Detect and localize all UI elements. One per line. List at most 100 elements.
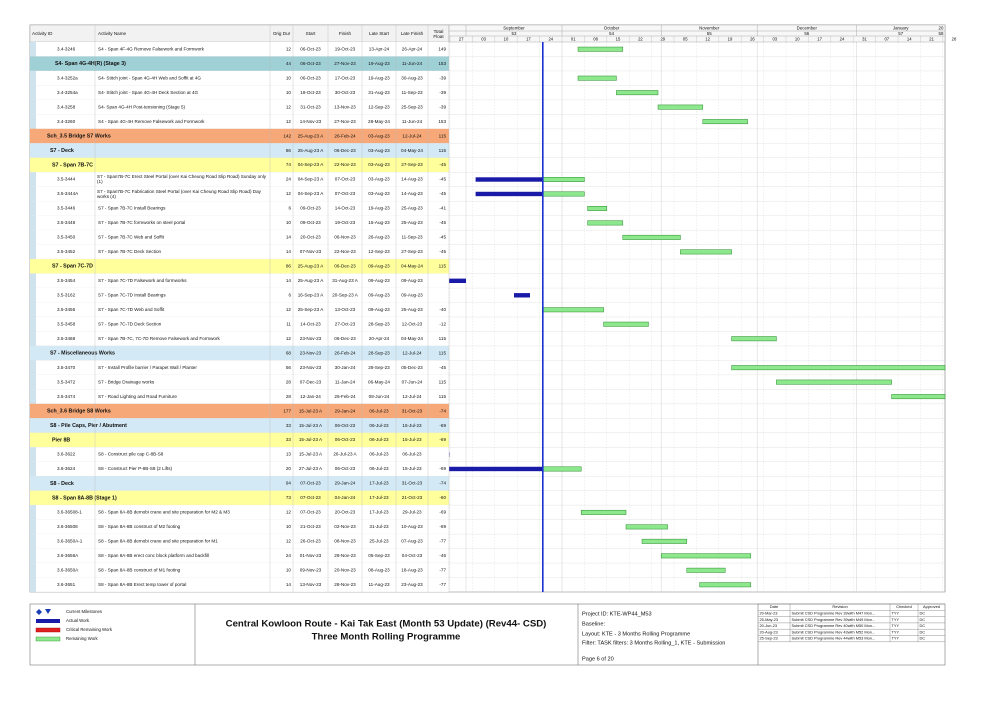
row-bg — [30, 317, 449, 332]
week-label: 07 — [884, 36, 889, 41]
week-label: 15 — [616, 36, 621, 41]
period-label: 56 — [804, 31, 809, 36]
cell-dur: 10 — [286, 524, 292, 529]
cell-start: 25-Aug-23 A — [298, 278, 324, 283]
cell-late-finish: 07-Aug-23 — [401, 539, 423, 544]
row-outline-strip — [30, 42, 36, 57]
row-bg — [30, 244, 449, 260]
activity-name: S7 - Span 7C-7D Web and Soffit — [98, 307, 165, 312]
cell-float: -45 — [439, 235, 446, 240]
column-header: Start — [305, 31, 316, 36]
cell-finish: 06-Dec-23 — [334, 264, 356, 269]
cell-float: 115 — [439, 133, 447, 138]
revision-cell: TYY — [892, 623, 900, 628]
cell-finish: 06-Oct-23 — [335, 466, 356, 471]
row-bg — [30, 577, 449, 592]
cell-start: 25-Sep-23 A — [298, 307, 324, 312]
activity-name: S4 - Span 4G-4H Remove Falsework and For… — [98, 119, 205, 124]
cell-start: 12-Jan-24 — [300, 394, 321, 399]
cell-finish: 06-Oct-23 — [335, 437, 356, 442]
activity-id: 3.5-3458 — [57, 321, 76, 326]
cell-start: 27-Jul-23 A — [299, 466, 323, 471]
row-outline-strip — [30, 244, 36, 260]
wbs-name: S7 - Span 7C-7D — [52, 264, 93, 270]
row-outline-strip — [30, 505, 36, 520]
month-label: September — [503, 25, 525, 30]
cell-start: 25-Aug-23 A — [298, 148, 324, 153]
row-outline-strip — [30, 56, 36, 71]
page-number: Page 6 of 20 — [582, 656, 614, 662]
cell-dur: 24 — [286, 177, 292, 182]
cell-late-start: 08-Jun-24 — [369, 394, 390, 399]
activity-name: S7 - Road Lighting and Road Furniture — [98, 394, 177, 399]
row-bg — [30, 172, 449, 187]
cell-dur: 73 — [286, 495, 292, 500]
row-bg — [30, 56, 449, 71]
cell-late-finish: 04-May-24 — [401, 264, 423, 269]
cell-finish: 20-Nov-23 — [334, 568, 356, 573]
cell-start: 21-Oct-23 — [300, 524, 321, 529]
cell-dur: 10 — [286, 75, 292, 80]
cell-finish: 22-Nov-23 — [334, 162, 356, 167]
activity-name: S4 - Span 4F-4G Remove Falsework and For… — [98, 46, 205, 51]
cell-late-start: 19-Aug-23 — [368, 75, 390, 80]
row-bg — [30, 476, 449, 491]
activity-name: S8 - Construct pile cap C-8B-S8 — [98, 452, 164, 457]
cell-dur: 68 — [286, 350, 292, 355]
cell-float: -69 — [439, 524, 446, 529]
row-bg — [30, 432, 449, 448]
row-outline-strip — [30, 230, 36, 245]
week-label: 31 — [862, 36, 867, 41]
cell-late-finish: 15-Jul-23 — [402, 437, 422, 442]
cell-float: -69 — [439, 510, 446, 515]
cell-late-start: 09-Aug-23 — [368, 278, 390, 283]
week-label: 01 — [571, 36, 576, 41]
remaining-bar — [641, 538, 688, 544]
cell-late-finish: 09-Aug-23 — [401, 293, 423, 298]
cell-dur: 28 — [286, 394, 292, 399]
remaining-bar — [577, 75, 617, 81]
revision-cell: DC — [920, 636, 926, 641]
cell-late-finish: 04-Oct-23 — [402, 553, 423, 558]
activity-name: S7 - Span 7B-7C Deck Section — [98, 249, 162, 254]
cell-dur: 12 — [286, 104, 292, 109]
actual-bar — [449, 466, 543, 472]
remaining-bar — [686, 567, 726, 573]
wbs-name: S8 - Span 8A-8B (Stage 1) — [52, 495, 117, 501]
cell-float: -12 — [439, 321, 446, 326]
legend-label: Current Milestones — [66, 609, 102, 614]
remaining-bar — [660, 553, 752, 559]
row-bg — [30, 70, 449, 86]
activity-id: 3.4-3260 — [57, 119, 76, 124]
row-bg — [30, 360, 449, 375]
column-header: Activity ID — [32, 31, 53, 36]
cell-late-finish: 09-Aug-23 — [401, 278, 423, 283]
revision-cell: Submit CSD Programme Rev 39with M47 Mon.… — [792, 610, 876, 615]
cell-float: -77 — [439, 582, 446, 587]
remaining-bar — [731, 336, 777, 342]
cell-dur: 6 — [288, 293, 291, 298]
column-header: Finish — [338, 31, 352, 36]
cell-dur: 10 — [286, 568, 292, 573]
cell-float: 115 — [439, 336, 447, 341]
activity-name: S8 - Span 8A-8B demobi crane and site pr… — [98, 510, 230, 515]
cell-start: 09-Oct-23 — [300, 220, 321, 225]
cell-late-finish: 29-Jul-23 — [402, 510, 422, 515]
remaining-bar — [577, 46, 624, 52]
row-outline-strip — [30, 461, 36, 477]
activity-id: 3.6-36508 — [57, 524, 78, 529]
cell-float: -77 — [439, 539, 446, 544]
row-outline-strip — [30, 128, 36, 144]
actual-bar — [449, 452, 450, 457]
revision-cell: DC — [920, 617, 926, 622]
cell-dur: 10 — [286, 220, 292, 225]
cell-start: 13-Nov-23 — [300, 582, 322, 587]
footer-frame — [29, 603, 946, 666]
period-label: 54 — [609, 31, 614, 36]
remaining-bar — [616, 90, 659, 96]
cell-late-start: 09-Aug-23 — [368, 264, 390, 269]
cell-finish: 11-Jan-24 — [335, 379, 356, 384]
wbs-name: S8 - Pile Caps, Pier / Abutment — [50, 423, 127, 429]
cell-late-start: 12-Sep-23 — [368, 104, 390, 109]
legend-icon — [36, 619, 60, 623]
